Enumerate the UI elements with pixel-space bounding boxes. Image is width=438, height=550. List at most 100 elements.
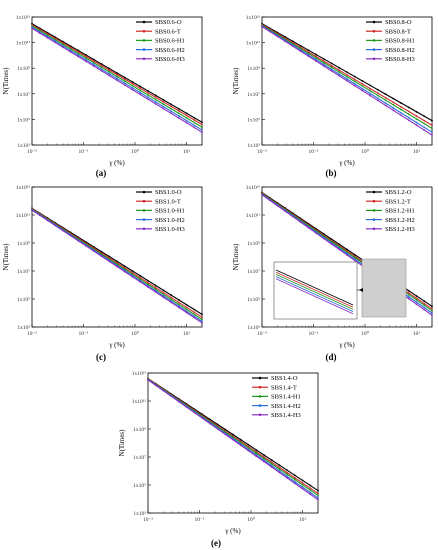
data-point — [338, 66, 341, 69]
data-point — [46, 32, 49, 35]
data-point — [69, 49, 72, 52]
data-point — [162, 296, 165, 299]
data-point — [415, 297, 418, 300]
legend-marker — [258, 413, 262, 417]
data-point — [139, 87, 142, 90]
x-tick-label: 10¹ — [183, 331, 191, 337]
data-point — [309, 491, 312, 494]
legend-marker — [372, 218, 376, 221]
data-point — [154, 94, 157, 97]
data-point — [139, 278, 142, 281]
data-point — [415, 299, 418, 301]
data-point — [384, 93, 387, 96]
legend-entry: SBS1.4-H1 — [271, 394, 301, 401]
data-point — [177, 117, 180, 119]
data-point — [293, 476, 296, 479]
legend-entry: SBS1.2-H3 — [385, 226, 415, 233]
data-point — [201, 313, 203, 316]
data-point — [108, 255, 111, 258]
legend-marker — [372, 227, 376, 231]
data-point — [224, 428, 227, 431]
data-point — [185, 311, 188, 314]
legend-entry: SBS1.2-H1 — [385, 208, 415, 215]
data-point — [278, 466, 281, 469]
data-point — [292, 215, 294, 218]
legend-entry: SBS0.6-H2 — [155, 47, 185, 54]
inset-line — [275, 278, 354, 315]
y-tick-label: 1x10⁹ — [17, 66, 30, 72]
data-point — [338, 73, 341, 76]
x-tick-label: 10⁰ — [361, 330, 370, 337]
data-point — [77, 240, 80, 242]
data-point — [377, 92, 379, 95]
data-point — [423, 308, 426, 311]
legend-marker — [142, 199, 146, 203]
data-point — [185, 303, 188, 306]
data-point — [201, 121, 203, 124]
data-point — [54, 224, 57, 227]
data-point — [377, 94, 379, 97]
data-point — [346, 254, 348, 256]
data-point — [263, 457, 265, 460]
data-point — [392, 101, 395, 104]
plot-frame — [261, 16, 433, 146]
y-tick-label: 1x10⁵ — [17, 117, 30, 123]
x-tick-label: 10⁰ — [361, 148, 370, 155]
data-point — [384, 102, 387, 105]
data-point — [92, 65, 95, 68]
data-point — [154, 291, 157, 293]
data-point — [270, 461, 273, 464]
data-point — [108, 67, 111, 70]
data-point — [162, 389, 165, 392]
data-point — [170, 110, 172, 113]
y-tick-label: 1x10¹³ — [16, 185, 31, 191]
x-axis-label: γ (%) — [224, 527, 241, 535]
data-point — [369, 92, 372, 95]
y-tick-label: 1x10³ — [17, 325, 30, 331]
zoom-region — [361, 258, 407, 318]
data-point — [286, 475, 288, 478]
data-point — [201, 316, 203, 319]
data-point — [123, 270, 126, 273]
y-tick-label: 1x10⁹ — [247, 241, 260, 247]
data-point — [407, 293, 410, 296]
data-point — [100, 250, 103, 253]
data-point — [369, 84, 372, 87]
data-point — [299, 47, 302, 50]
data-point — [307, 55, 310, 58]
data-point — [201, 126, 203, 129]
data-point — [154, 96, 157, 99]
data-point — [170, 105, 172, 108]
panel-label: (c) — [96, 352, 106, 362]
legend-marker — [142, 227, 146, 231]
data-point — [415, 124, 418, 127]
x-tick-label: 10⁻¹ — [194, 517, 204, 523]
data-point — [286, 473, 288, 476]
y-tick-label: 1x10¹¹ — [16, 41, 31, 47]
data-point — [330, 66, 333, 69]
data-point — [415, 301, 418, 304]
data-point — [322, 65, 325, 67]
data-point — [162, 293, 165, 296]
data-point — [239, 438, 242, 441]
data-point — [170, 112, 172, 115]
y-axis-label: N(Times) — [2, 67, 10, 95]
data-point — [154, 98, 157, 101]
data-point — [361, 80, 364, 82]
data-point — [162, 291, 165, 294]
data-point — [85, 55, 87, 58]
legend-marker — [372, 209, 376, 212]
data-point — [147, 91, 149, 94]
data-point — [330, 68, 333, 71]
panel-label: (a) — [96, 168, 107, 178]
data-point — [322, 60, 325, 63]
data-point — [139, 274, 142, 277]
data-point — [338, 69, 341, 72]
data-point — [247, 446, 250, 449]
y-tick-label: 1x10¹¹ — [246, 41, 261, 47]
data-point — [338, 248, 341, 251]
data-point — [69, 48, 72, 50]
data-point — [139, 85, 142, 88]
data-point — [299, 221, 302, 224]
legend-marker — [372, 39, 376, 42]
